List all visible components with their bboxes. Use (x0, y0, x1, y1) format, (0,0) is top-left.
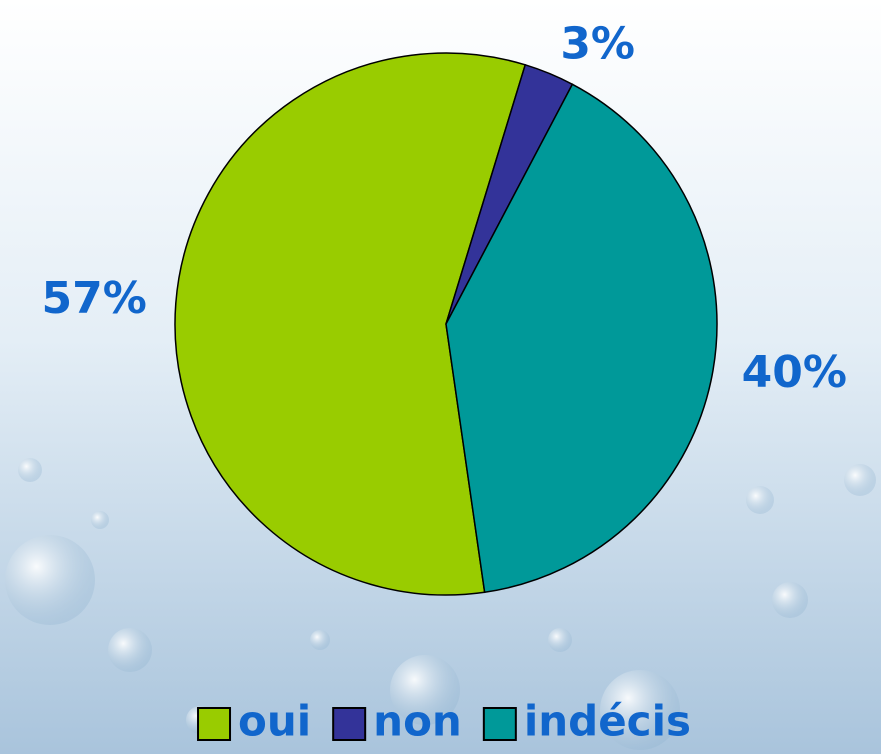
legend: oui non indécis (198, 697, 691, 746)
legend-swatch (484, 708, 516, 740)
data-label: 57% (42, 273, 147, 324)
data-label: 40% (742, 347, 847, 398)
legend-label: oui (238, 697, 311, 746)
legend-label: non (373, 697, 462, 746)
legend-swatch (333, 708, 365, 740)
legend-label: indécis (524, 697, 691, 746)
chart: 57% 3% 40% oui non indécis (0, 0, 881, 754)
data-label: 3% (560, 19, 635, 70)
legend-swatch (198, 708, 230, 740)
